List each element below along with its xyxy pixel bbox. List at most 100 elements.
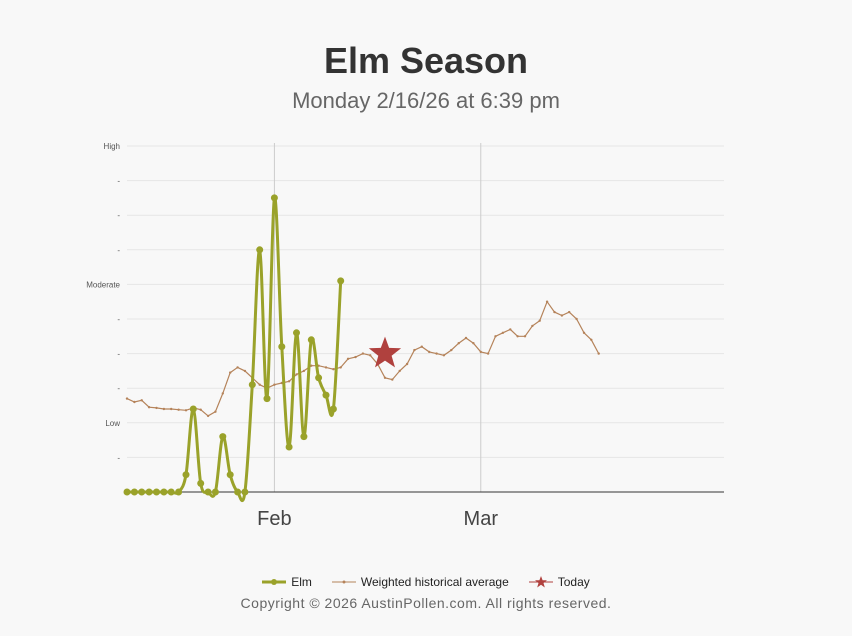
chart-subtitle: Monday 2/16/26 at 6:39 pm [292,88,560,113]
elm-point [175,488,183,496]
historical-point [346,357,350,360]
elm-point [256,246,264,254]
elm-point [278,343,286,351]
historical-point [199,408,202,411]
historical-point [398,369,401,373]
elm-point [153,488,160,496]
elm-point [263,395,271,403]
historical-point [243,369,247,373]
elm-point [145,488,153,496]
historical-point [170,407,173,411]
historical-point [310,364,313,367]
historical-point [184,409,188,412]
historical-point [494,335,497,338]
x-tick-label: Mar [464,508,499,530]
historical-point [501,331,505,334]
y-tick-label: - [117,177,120,186]
elm-point [211,488,219,496]
historical-point [125,397,129,400]
historical-point [273,383,276,386]
historical-point [560,314,564,317]
chart-title: Elm Season [323,40,529,81]
y-tick-label: High [104,142,120,151]
historical-point [575,317,578,321]
elm-point [130,488,138,496]
x-tick-label: Feb [257,508,291,530]
copyright-notice: Copyright © 2026 AustinPollen.com. All r… [240,595,612,611]
historical-point [140,399,143,402]
elm-point [329,405,337,413]
historical-point [214,410,217,413]
elm-point [160,488,168,496]
y-tick-label: - [117,350,120,359]
legend-label-elm: Elm [291,575,312,589]
historical-point [177,408,180,411]
historical-point [531,324,534,328]
historical-point [147,406,151,409]
historical-point [369,354,372,357]
historical-point [479,350,482,354]
elm-point [293,329,300,337]
historical-point [413,348,416,352]
elm-point [197,479,205,487]
historical-point [435,352,438,355]
y-tick-label: - [117,315,120,324]
elm-series-line [126,196,343,503]
elm-point [285,443,293,451]
historical-point [442,354,446,357]
legend-item-historical[interactable]: Weighted historical average [331,575,509,589]
historical-point [332,368,335,371]
historical-point [206,414,210,418]
historical-point [405,362,409,366]
historical-point [486,352,490,355]
historical-point [221,392,224,395]
y-tick-label: - [117,453,120,462]
legend-item-today[interactable]: Today [528,575,590,589]
historical-point [450,348,453,352]
historical-point [545,300,549,303]
elm-point [307,336,315,344]
chart-legend: Elm Weighted historical average Today [0,575,852,589]
historical-point [258,383,261,386]
elm-point [138,488,146,496]
elm-point [204,488,212,496]
elm-point [248,381,256,389]
historical-point [236,366,239,369]
historical-point [324,366,328,369]
elm-point [300,433,308,441]
y-tick-label: - [117,246,120,255]
elm-point [182,471,190,479]
y-tick-label: Low [105,419,120,428]
historical-point [590,338,593,341]
elm-point [337,277,345,285]
elm-point [270,194,278,202]
elm-point [123,488,131,496]
historical-point [339,366,342,369]
historical-point [383,376,387,379]
historical-point [133,400,136,404]
elm-point [241,488,249,496]
elm-season-chart: High - - - Moderate - - - Low - Feb Mar [86,142,724,530]
historical-point [391,378,394,381]
elm-point [189,405,197,413]
today-star-marker [368,336,402,368]
legend-today-swatch [528,576,553,588]
legend-item-elm[interactable]: Elm [262,575,312,589]
historical-point [354,355,357,359]
elm-point [226,471,234,479]
historical-point [287,380,291,383]
elm-point [234,488,242,496]
legend-elm-swatch [262,579,287,585]
historical-point [597,352,600,355]
y-tick-label: - [117,211,120,220]
historical-point [162,407,166,411]
elm-point [322,391,330,399]
star-icon [534,576,547,588]
historical-point [582,331,586,334]
historical-point [523,335,527,338]
historical-point [361,352,365,355]
historical-point [295,373,298,376]
historical-point [229,371,232,374]
historical-point [472,342,475,345]
historical-point [568,310,571,314]
